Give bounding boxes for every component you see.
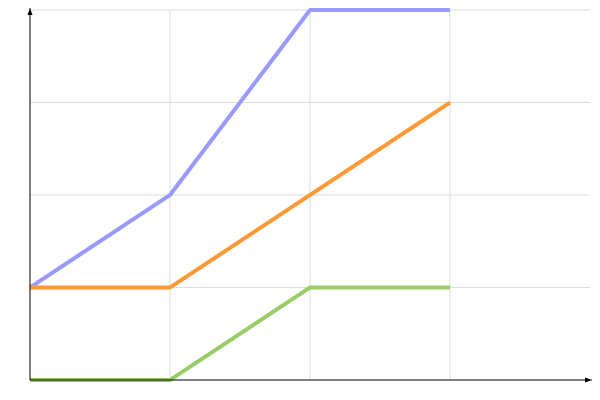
series-line-1	[28, 8, 450, 290]
y-axis-arrow-icon	[27, 8, 33, 15]
series-line-2	[30, 100, 452, 290]
axes	[27, 8, 592, 383]
x-axis-arrow-icon	[585, 377, 592, 383]
series-line-3	[30, 285, 450, 382]
